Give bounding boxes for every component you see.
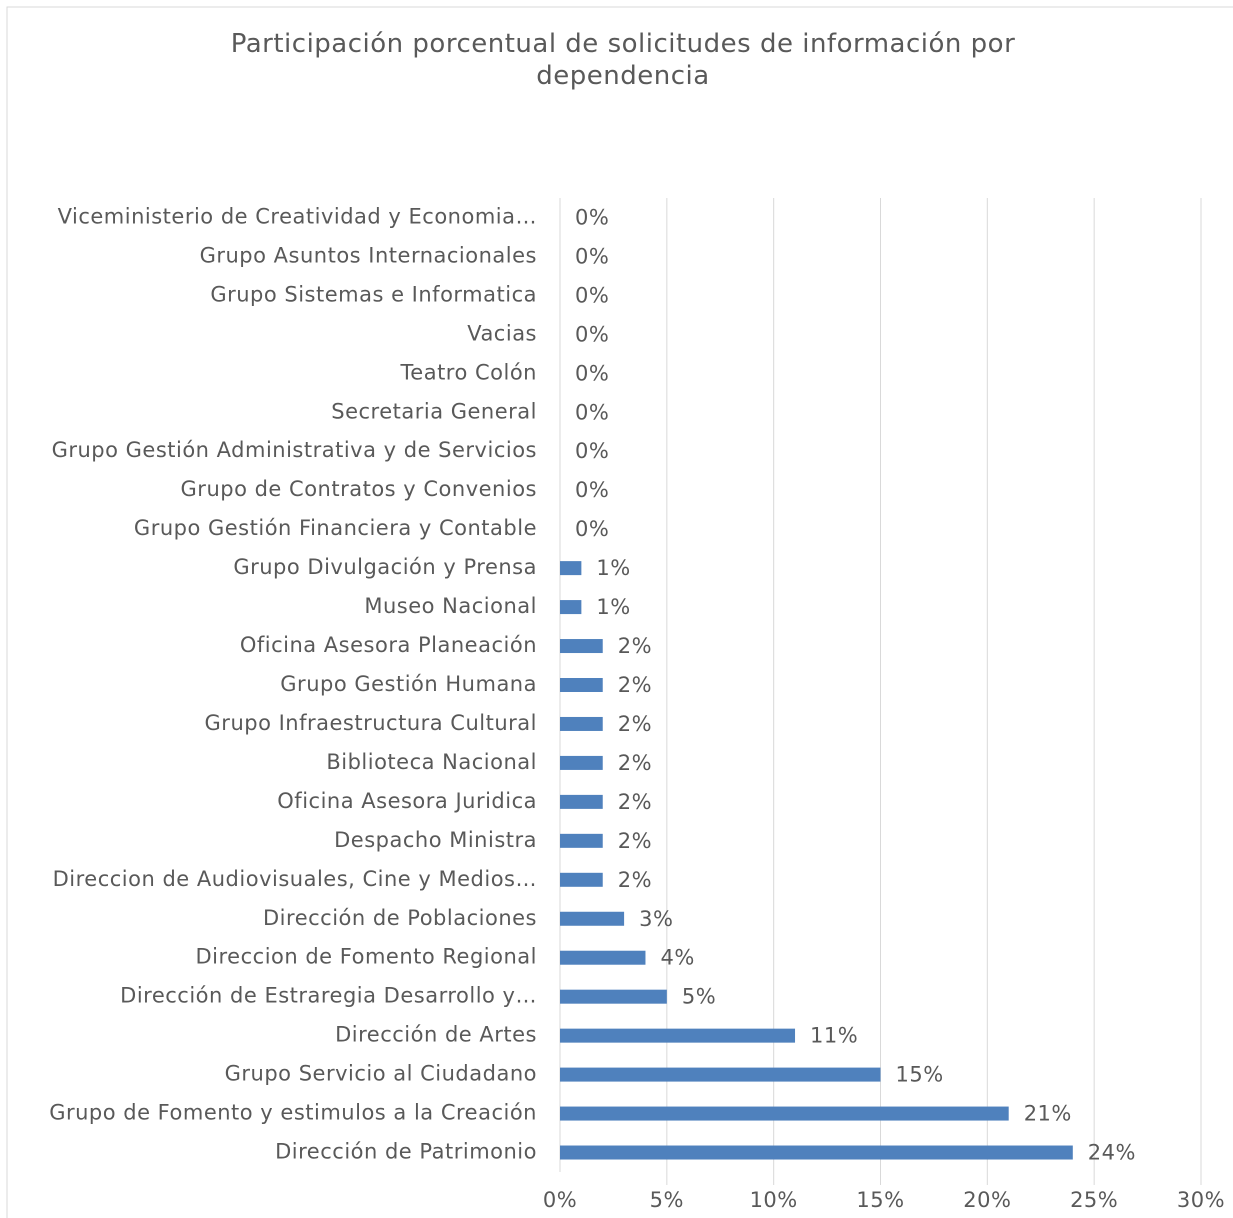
y-tick-label: Grupo Asuntos Internacionales	[200, 243, 537, 267]
data-label: 0%	[575, 322, 609, 346]
bar	[560, 1145, 1073, 1160]
y-tick-label: Oficina Asesora Planeación	[240, 633, 537, 657]
bar	[560, 1028, 796, 1043]
y-tick-label: Dirección de Patrimonio	[275, 1140, 537, 1164]
data-label: 2%	[618, 712, 652, 736]
y-tick-label: Despacho Ministra	[334, 828, 537, 852]
y-tick-label: Teatro Colón	[400, 360, 537, 384]
data-label: 2%	[618, 790, 652, 814]
bar	[560, 872, 603, 887]
y-tick-label: Vacias	[467, 321, 537, 345]
data-label: 0%	[575, 244, 609, 268]
bar	[560, 639, 603, 654]
x-tick-label: 5%	[650, 1188, 684, 1212]
y-tick-label: Direccion de Audiovisuales, Cine y Medio…	[53, 867, 537, 891]
data-label: 3%	[639, 907, 673, 931]
data-label: 0%	[575, 400, 609, 424]
data-label: 0%	[575, 205, 609, 229]
data-label: 2%	[618, 829, 652, 853]
chart-border	[6, 6, 1233, 1218]
bar	[560, 1067, 881, 1082]
bar	[560, 833, 603, 848]
bar	[560, 794, 603, 809]
x-tick-label: 30%	[1177, 1188, 1225, 1212]
data-label: 24%	[1088, 1141, 1136, 1165]
y-tick-label: Biblioteca Nacional	[326, 750, 537, 774]
bar	[560, 989, 667, 1004]
data-label: 1%	[596, 556, 630, 580]
data-label: 5%	[682, 985, 716, 1009]
data-label: 0%	[575, 283, 609, 307]
y-tick-label: Grupo Gestión Administrativa y de Servic…	[52, 438, 537, 462]
data-label: 2%	[618, 868, 652, 892]
y-tick-label: Viceministerio de Creatividad y Economia…	[58, 204, 537, 228]
y-tick-label: Grupo de Fomento y estimulos a la Creaci…	[49, 1101, 537, 1125]
data-label: 0%	[575, 517, 609, 541]
bar	[560, 716, 603, 731]
data-label: 2%	[618, 673, 652, 697]
y-tick-label: Oficina Asesora Juridica	[277, 789, 537, 813]
bar	[560, 1106, 1009, 1121]
data-label: 2%	[618, 751, 652, 775]
data-label: 15%	[896, 1063, 944, 1087]
y-tick-label: Grupo de Contratos y Convenios	[181, 477, 537, 501]
data-label: 1%	[596, 595, 630, 619]
x-tick-label: 25%	[1070, 1188, 1118, 1212]
data-label: 4%	[660, 946, 694, 970]
x-tick-label: 10%	[750, 1188, 798, 1212]
data-label: 0%	[575, 361, 609, 385]
bar	[560, 950, 646, 965]
y-tick-label: Dirección de Estraregia Desarrollo y…	[120, 984, 537, 1008]
data-label: 0%	[575, 439, 609, 463]
bar	[560, 561, 582, 576]
y-tick-label: Grupo Divulgación y Prensa	[233, 555, 537, 579]
y-tick-label: Grupo Gestión Humana	[280, 672, 537, 696]
y-tick-label: Grupo Infraestructura Cultural	[205, 711, 537, 735]
bar	[560, 678, 603, 692]
bar	[560, 755, 603, 770]
y-tick-label: Grupo Servicio al Ciudadano	[225, 1062, 537, 1086]
y-tick-label: Grupo Sistemas e Informatica	[210, 282, 537, 306]
y-tick-label: Direccion de Fomento Regional	[196, 945, 538, 969]
y-tick-label: Dirección de Poblaciones	[263, 906, 537, 930]
y-tick-label: Secretaria General	[331, 399, 537, 423]
x-tick-label: 20%	[963, 1188, 1011, 1212]
data-label: 2%	[618, 634, 652, 658]
bar	[560, 911, 625, 926]
y-tick-label: Dirección de Artes	[335, 1023, 537, 1047]
data-label: 0%	[575, 478, 609, 502]
x-tick-label: 0%	[543, 1188, 577, 1212]
bar	[560, 600, 582, 615]
y-tick-label: Museo Nacional	[364, 594, 537, 618]
y-tick-label: Grupo Gestión Financiera y Contable	[134, 516, 537, 540]
x-tick-label: 15%	[856, 1188, 904, 1212]
data-label: 21%	[1024, 1102, 1072, 1126]
chart-title: Participación porcentual de solicitudes …	[231, 29, 1016, 91]
data-label: 11%	[810, 1024, 858, 1048]
